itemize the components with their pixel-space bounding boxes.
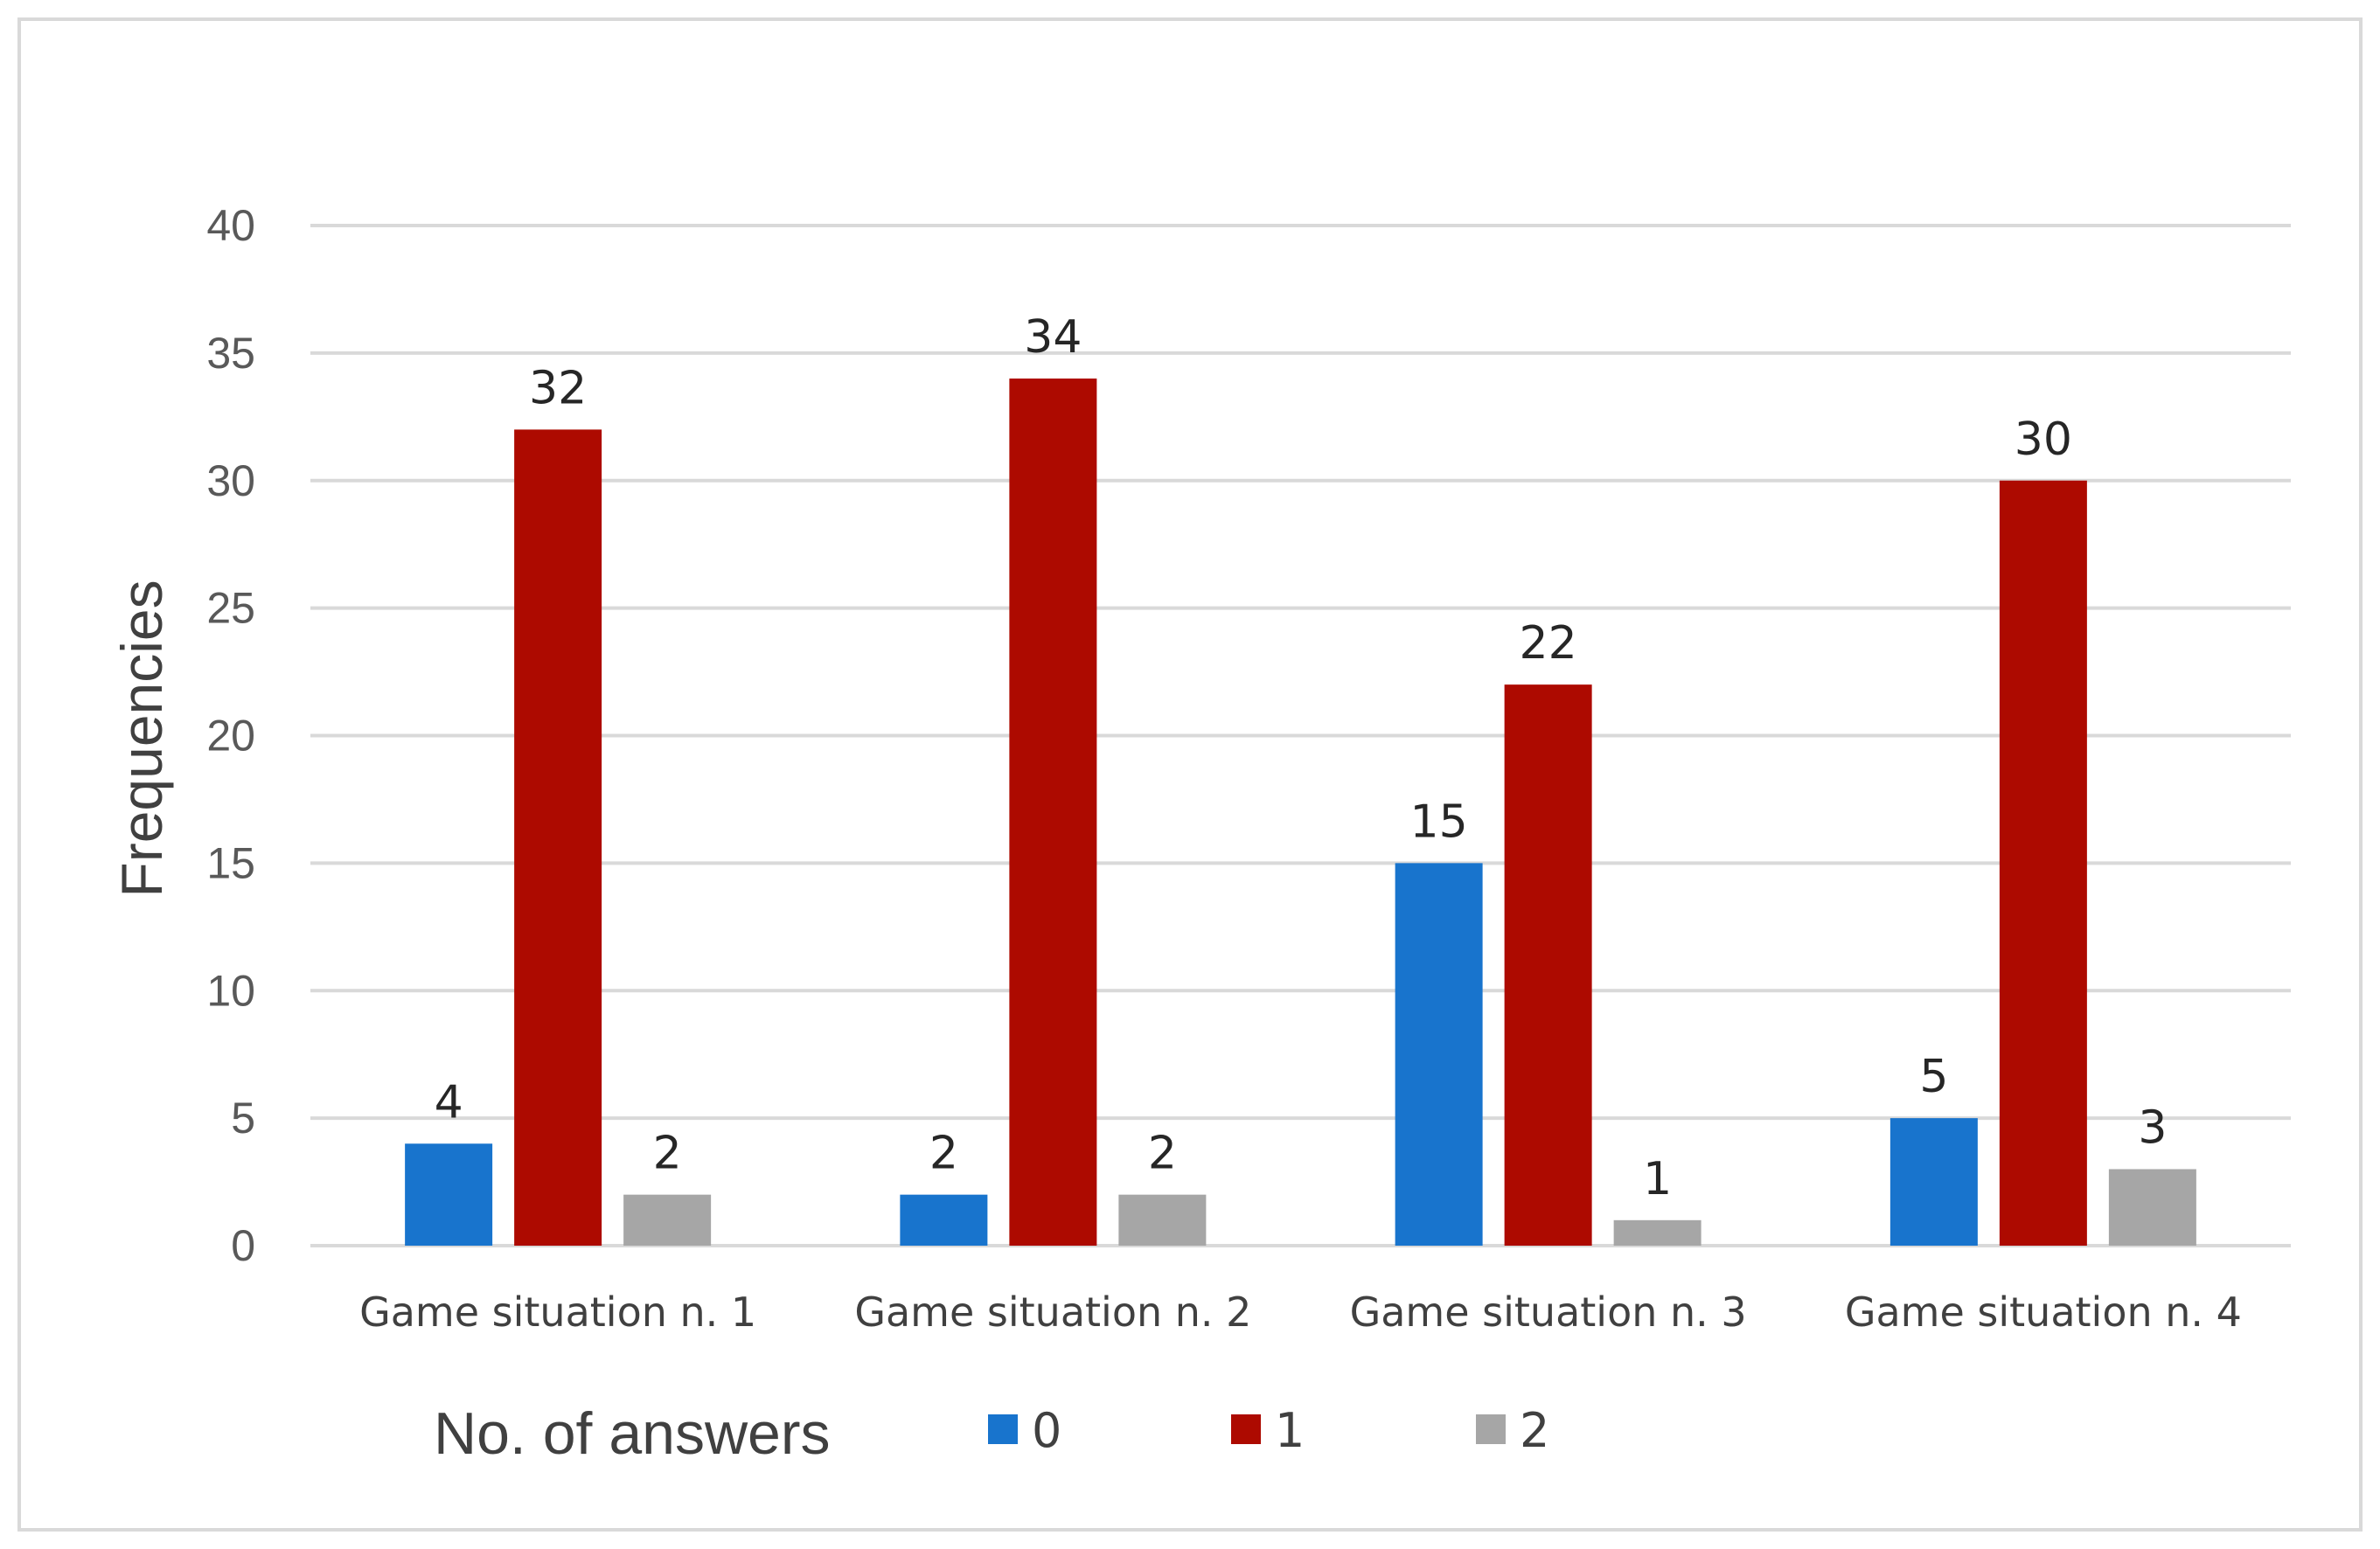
- x-axis-categories: Game situation n. 1 Game situation n. 2 Ga…: [359, 1289, 2242, 1336]
- legend-entry-label: 1: [1275, 1403, 1305, 1458]
- data-label: 4: [435, 1076, 463, 1129]
- gridlines: [310, 224, 2291, 1247]
- x-category-label: Game situation n. 1: [359, 1289, 756, 1336]
- bar: [1118, 1194, 1207, 1246]
- data-label: 15: [1410, 795, 1468, 848]
- data-label: 1: [1643, 1153, 1672, 1205]
- y-tick-label: 30: [206, 456, 255, 505]
- bar: [900, 1194, 988, 1246]
- bar: [2108, 1169, 2196, 1246]
- bar: [514, 429, 602, 1246]
- data-label: 30: [2015, 413, 2072, 466]
- data-label: 34: [1024, 311, 1082, 364]
- y-tick-label: 5: [231, 1094, 255, 1143]
- x-category-label: Game situation n. 3: [1350, 1289, 1747, 1336]
- bars: [405, 379, 2196, 1246]
- y-axis-title: Frequencies: [109, 580, 174, 897]
- bar: [623, 1194, 712, 1246]
- legend-swatch: [1476, 1414, 1506, 1444]
- bar: [1504, 684, 1592, 1246]
- chart-frame: [17, 17, 2363, 1532]
- data-label: 2: [929, 1128, 958, 1180]
- bar: [405, 1143, 493, 1246]
- bar: [1613, 1219, 1701, 1246]
- data-label: 3: [2138, 1101, 2167, 1154]
- data-label: 5: [1919, 1051, 1948, 1103]
- data-label: 32: [529, 362, 587, 414]
- y-tick-label: 35: [206, 329, 255, 378]
- y-tick-label: 0: [231, 1221, 255, 1270]
- legend-title: No. of answers: [434, 1400, 831, 1467]
- data-label: 2: [653, 1128, 682, 1180]
- y-axis-ticks: 0 5 10 15 20 25 30 35 40: [206, 201, 255, 1270]
- legend: No. of answers 0 1 2: [434, 1400, 1549, 1467]
- bar: [1889, 1118, 1978, 1246]
- bar: [1395, 863, 1483, 1246]
- data-label: 22: [1520, 617, 1577, 670]
- y-tick-label: 40: [206, 201, 255, 250]
- y-tick-label: 15: [206, 838, 255, 887]
- x-category-label: Game situation n. 4: [1845, 1289, 2242, 1336]
- bar: [1009, 379, 1097, 1246]
- y-tick-label: 10: [206, 966, 255, 1015]
- data-label: 2: [1148, 1128, 1177, 1180]
- y-tick-label: 25: [206, 584, 255, 633]
- y-tick-label: 20: [206, 712, 255, 761]
- legend-entry-label: 0: [1032, 1403, 1061, 1458]
- legend-swatch: [988, 1414, 1018, 1444]
- x-category-label: Game situation n. 2: [854, 1289, 1251, 1336]
- legend-swatch: [1231, 1414, 1261, 1444]
- legend-entry-label: 2: [1520, 1403, 1549, 1458]
- bar: [1999, 480, 2087, 1246]
